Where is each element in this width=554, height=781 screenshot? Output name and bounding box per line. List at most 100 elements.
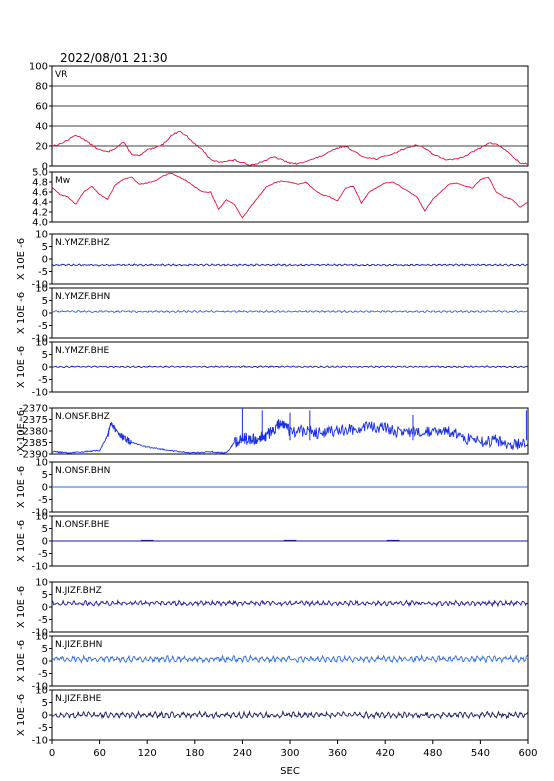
x-tick-label: 120 (138, 748, 157, 759)
y-tick-label: -10 (32, 334, 48, 345)
y-tick-label: 10 (35, 458, 48, 469)
y-tick-label: 10 (35, 338, 48, 349)
panels: 100806040200VR5.04.84.64.44.24.0Mw1050-5… (16, 62, 529, 747)
y-axis-label: X 10E -6 (16, 586, 27, 628)
panel-label: N.YMZF.BHN (55, 292, 110, 302)
y-tick-label: 4.8 (32, 178, 48, 189)
x-tick-label: 180 (185, 748, 204, 759)
y-tick-label: 0 (42, 711, 48, 722)
y-tick-label: 10 (35, 578, 48, 589)
panel-label: N.YMZF.BHE (55, 346, 110, 356)
y-tick-label: 4.0 (32, 218, 48, 229)
x-tick-label: 420 (376, 748, 395, 759)
y-tick-label: -5 (38, 723, 48, 734)
panel-frame (51, 171, 529, 223)
y-tick-label: -2370 (19, 404, 48, 415)
y-tick-label: 4.4 (32, 198, 48, 209)
y-tick-label: 5 (42, 590, 48, 601)
series-line (51, 654, 529, 664)
y-tick-label: -5 (38, 375, 48, 386)
y-tick-label: 5 (42, 644, 48, 655)
panel-frame (51, 287, 529, 339)
y-axis-label: X 10E -6 (16, 694, 27, 736)
x-tick-label: 300 (280, 748, 299, 759)
y-tick-label: 80 (35, 82, 48, 93)
y-tick-label: -10 (32, 736, 48, 747)
series-line (51, 172, 529, 219)
panel-label: N.ONSF.BHE (55, 520, 110, 530)
y-tick-label: -2380 (19, 427, 48, 438)
y-axis-label: X 10E -6 (16, 466, 27, 508)
y-tick-label: 5 (42, 698, 48, 709)
panel-label: Mw (55, 176, 70, 186)
y-tick-label: 60 (35, 102, 48, 113)
panel-label: N.JIZF.BHN (55, 640, 102, 650)
y-tick-label: 4.2 (32, 208, 48, 219)
y-tick-label: -10 (32, 682, 48, 693)
y-tick-label: -10 (32, 280, 48, 291)
panel-n-ymzf-bhn: 105 0-5 -10 N.YMZF.BHN X 10E -6 (16, 284, 529, 345)
panel-frame (51, 635, 529, 687)
panel-n-ymzf-bhe: 105 0-5 -10 N.YMZF.BHE X 10E -6 (16, 338, 529, 399)
x-tick-label: 480 (423, 748, 442, 759)
y-tick-label: 0 (42, 363, 48, 374)
panel-mw: 5.04.84.64.44.24.0 Mw (32, 168, 529, 229)
y-axis-label: X 10E -6 (16, 346, 27, 388)
y-tick-label: 40 (35, 122, 48, 133)
y-tick-label: 5 (42, 470, 48, 481)
y-tick-label: 10 (35, 512, 48, 523)
panel-label: N.ONSF.BHN (55, 466, 110, 476)
panel-label: N.JIZF.BHZ (55, 586, 102, 596)
y-tick-label: 0 (42, 603, 48, 614)
panel-label: N.YMZF.BHZ (55, 238, 110, 248)
panel-n-jizf-bhz: 105 0-5 -10 N.JIZF.BHZ X 10E -6 (16, 578, 529, 639)
y-tick-label: -10 (32, 562, 48, 573)
y-tick-label: 0 (42, 537, 48, 548)
y-tick-label: 5 (42, 296, 48, 307)
y-tick-label: 0 (42, 255, 48, 266)
series-line (51, 709, 529, 720)
y-tick-label: 0 (42, 483, 48, 494)
panel-frame (51, 65, 529, 167)
y-tick-label: -5 (38, 495, 48, 506)
series-line (51, 365, 529, 369)
y-tick-label: -5 (38, 549, 48, 560)
series-line (51, 130, 529, 166)
y-tick-label: 10 (35, 632, 48, 643)
x-tick-label: 540 (471, 748, 490, 759)
y-tick-label: -5 (38, 267, 48, 278)
panel-frame (51, 581, 529, 633)
y-tick-label: -5 (38, 321, 48, 332)
panel-frame (51, 233, 529, 285)
panel-label: VR (55, 70, 67, 80)
panel-n-jizf-bhn: 105 0-5 -10 N.JIZF.BHN X 10E -6 (16, 632, 529, 693)
y-tick-label: -10 (32, 508, 48, 519)
panel-n-onsf-bhz: -2370-2375-2380-2385-2390 N.ONSF.BHZ X 10E… (16, 404, 529, 461)
figure-title: 2022/08/01 21:30 (60, 51, 168, 65)
y-tick-label: 4.6 (32, 188, 48, 199)
x-tick-label: 60 (93, 748, 106, 759)
x-axis: 0 60 120 180 240 300 360 420 480 540 600 SEC (49, 740, 538, 777)
y-axis-label: X 10E -6 (16, 520, 27, 562)
series-line (52, 263, 529, 267)
y-tick-label: 0 (42, 162, 48, 173)
y-tick-label: 5.0 (32, 168, 48, 179)
panel-vr: 100 80 60 40 20 0 VR (29, 62, 529, 173)
x-tick-label: 0 (49, 748, 55, 759)
panel-n-onsf-bhn: 105 0-5 -10 N.ONSF.BHN X 10E -6 (16, 458, 529, 519)
y-tick-label: 0 (42, 657, 48, 668)
y-tick-label: 5 (42, 242, 48, 253)
y-tick-label: 20 (35, 142, 48, 153)
y-tick-label: 5 (42, 350, 48, 361)
y-axis-label: X 10E -6 (16, 410, 27, 452)
series-line (51, 309, 529, 314)
panel-label: N.JIZF.BHE (55, 694, 102, 704)
y-tick-label: -10 (32, 628, 48, 639)
x-tick-label: 600 (518, 748, 537, 759)
y-tick-label: 10 (35, 284, 48, 295)
y-tick-label: -2375 (19, 415, 48, 426)
x-axis-label: SEC (280, 766, 300, 777)
y-axis-label: X 10E -6 (16, 640, 27, 682)
y-tick-label: 0 (42, 309, 48, 320)
